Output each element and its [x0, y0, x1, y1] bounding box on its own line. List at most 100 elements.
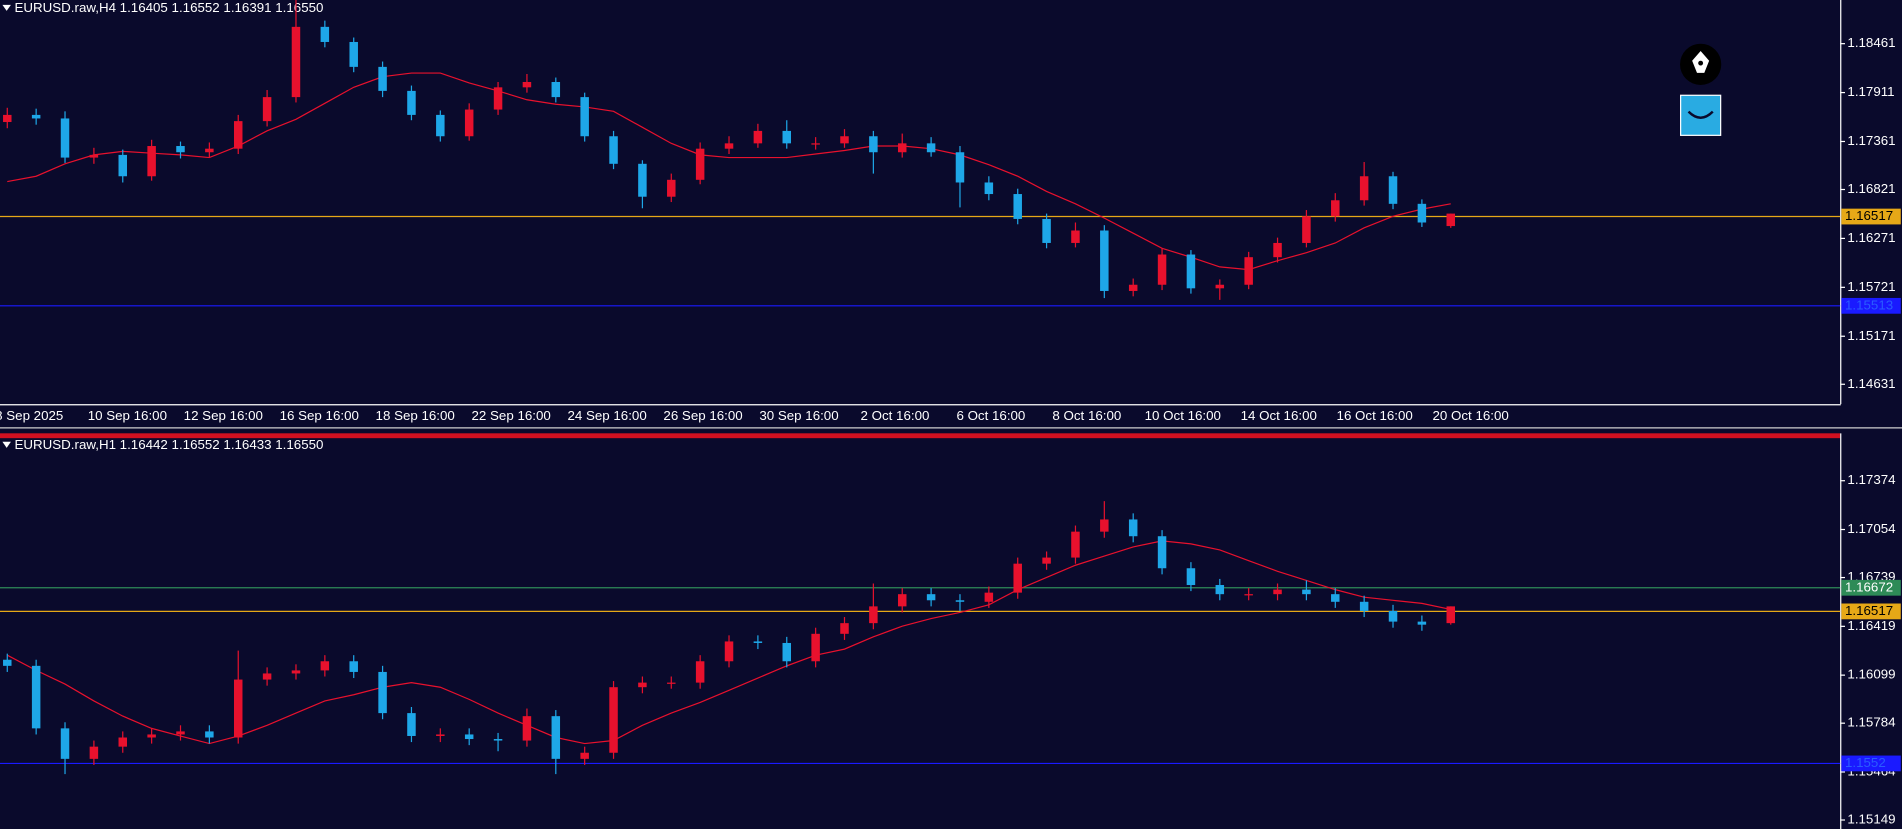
panel-header: EURUSD.raw,H1 1.16442 1.16552 1.16433 1.… [15, 437, 324, 452]
candle-body [638, 682, 647, 688]
x-tick-label: 20 Oct 16:00 [1433, 408, 1509, 423]
candle-body [926, 594, 936, 601]
price-label-box [1841, 755, 1901, 772]
candle-body [1071, 230, 1080, 243]
price-label: 1.16517 [1845, 603, 1893, 618]
candle-body [1446, 606, 1456, 624]
candle-body [667, 179, 676, 197]
candle-body [320, 661, 330, 671]
candle-body [31, 665, 41, 729]
panel-header: EURUSD.raw,H4 1.16405 1.16552 1.16391 1.… [15, 0, 324, 15]
candle-body [291, 26, 301, 98]
candle-body [609, 136, 618, 164]
candle-body [724, 641, 734, 662]
candle-body [1446, 213, 1456, 227]
candle-body [1013, 563, 1022, 593]
candle-body [493, 739, 503, 741]
y-tick-label: 1.18461 [1847, 35, 1895, 50]
candle-body [89, 154, 99, 158]
candle-body [1013, 194, 1022, 219]
candle-body [118, 154, 128, 177]
price-label-box [1841, 297, 1901, 314]
x-tick-label: 30 Sep 16:00 [759, 408, 838, 423]
candle-body [811, 143, 820, 145]
candle-body [31, 114, 41, 119]
candle-body [262, 97, 272, 122]
candle-body [869, 606, 878, 624]
smile-icon[interactable] [1680, 94, 1722, 136]
candle-body [869, 136, 878, 153]
candle-body [522, 81, 532, 88]
candle-body [436, 734, 445, 736]
candle-body [782, 130, 792, 144]
y-tick-label: 1.17374 [1847, 472, 1896, 487]
candle-body [926, 143, 936, 153]
x-tick-label: 2 Oct 16:00 [861, 408, 930, 423]
candle-body [1157, 536, 1167, 569]
candle-body [667, 682, 676, 684]
pen-tool-icon[interactable] [1680, 43, 1722, 85]
candle-body [378, 671, 387, 714]
active-panel-bar [0, 433, 1841, 439]
x-tick-label: 24 Sep 16:00 [567, 408, 646, 423]
price-label: 1.15513 [1845, 297, 1893, 312]
candle-body [1331, 200, 1340, 217]
candle-body [1215, 284, 1225, 289]
candle-body [407, 713, 416, 736]
candle-body [695, 148, 705, 180]
y-tick-label: 1.15721 [1847, 279, 1895, 294]
candle-body [609, 687, 618, 753]
candle-body [378, 66, 387, 91]
candle-body [349, 41, 358, 67]
candle-body [984, 592, 994, 602]
candle-body [1042, 557, 1051, 564]
candle-body [753, 130, 763, 144]
candle-body [580, 752, 589, 759]
candle-body [147, 146, 156, 177]
candle-body [1071, 531, 1080, 558]
candle-body [147, 734, 156, 738]
panel-menu-arrow[interactable] [2, 4, 11, 11]
candle-body [1128, 519, 1138, 537]
candle-body [1273, 242, 1282, 258]
candle-body [205, 731, 214, 738]
x-tick-label: 16 Sep 16:00 [280, 408, 359, 423]
candle-body [1331, 594, 1340, 602]
candle-body [840, 136, 849, 144]
candle-body [811, 633, 820, 662]
candle-body [464, 109, 474, 137]
icon-smile [1687, 110, 1714, 119]
candle-body [1302, 216, 1311, 243]
candle-body [1417, 621, 1427, 625]
candle-body [1100, 519, 1109, 532]
candle-body [782, 642, 792, 662]
y-tick-label: 1.15171 [1847, 328, 1895, 343]
candle-body [320, 26, 330, 42]
candle-body [522, 716, 532, 741]
candle-body [1157, 254, 1167, 285]
price-label: 1.16672 [1845, 579, 1893, 594]
price-label: 1.1552 [1845, 755, 1886, 770]
candle-body [724, 143, 734, 149]
y-tick-label: 1.16419 [1847, 618, 1895, 633]
icon-pen-hole [1698, 60, 1704, 66]
panel-menu-arrow[interactable] [2, 441, 11, 448]
y-tick-label: 1.16271 [1847, 230, 1895, 245]
y-tick-label: 1.15149 [1847, 812, 1895, 827]
candle-body [1244, 594, 1253, 596]
candle-body [753, 641, 763, 643]
x-tick-label: 16 Oct 16:00 [1337, 408, 1413, 423]
candle-body [955, 600, 965, 602]
candle-body [1215, 585, 1225, 595]
candle-body [493, 87, 503, 110]
candle-body [118, 737, 128, 747]
y-tick-label: 1.15784 [1847, 715, 1896, 730]
candle-body [580, 97, 589, 137]
candle-body [407, 90, 416, 115]
candle-body [1273, 589, 1282, 595]
y-tick-label: 1.17911 [1847, 84, 1894, 99]
candle-body [436, 114, 445, 137]
candle-body [1388, 610, 1398, 622]
